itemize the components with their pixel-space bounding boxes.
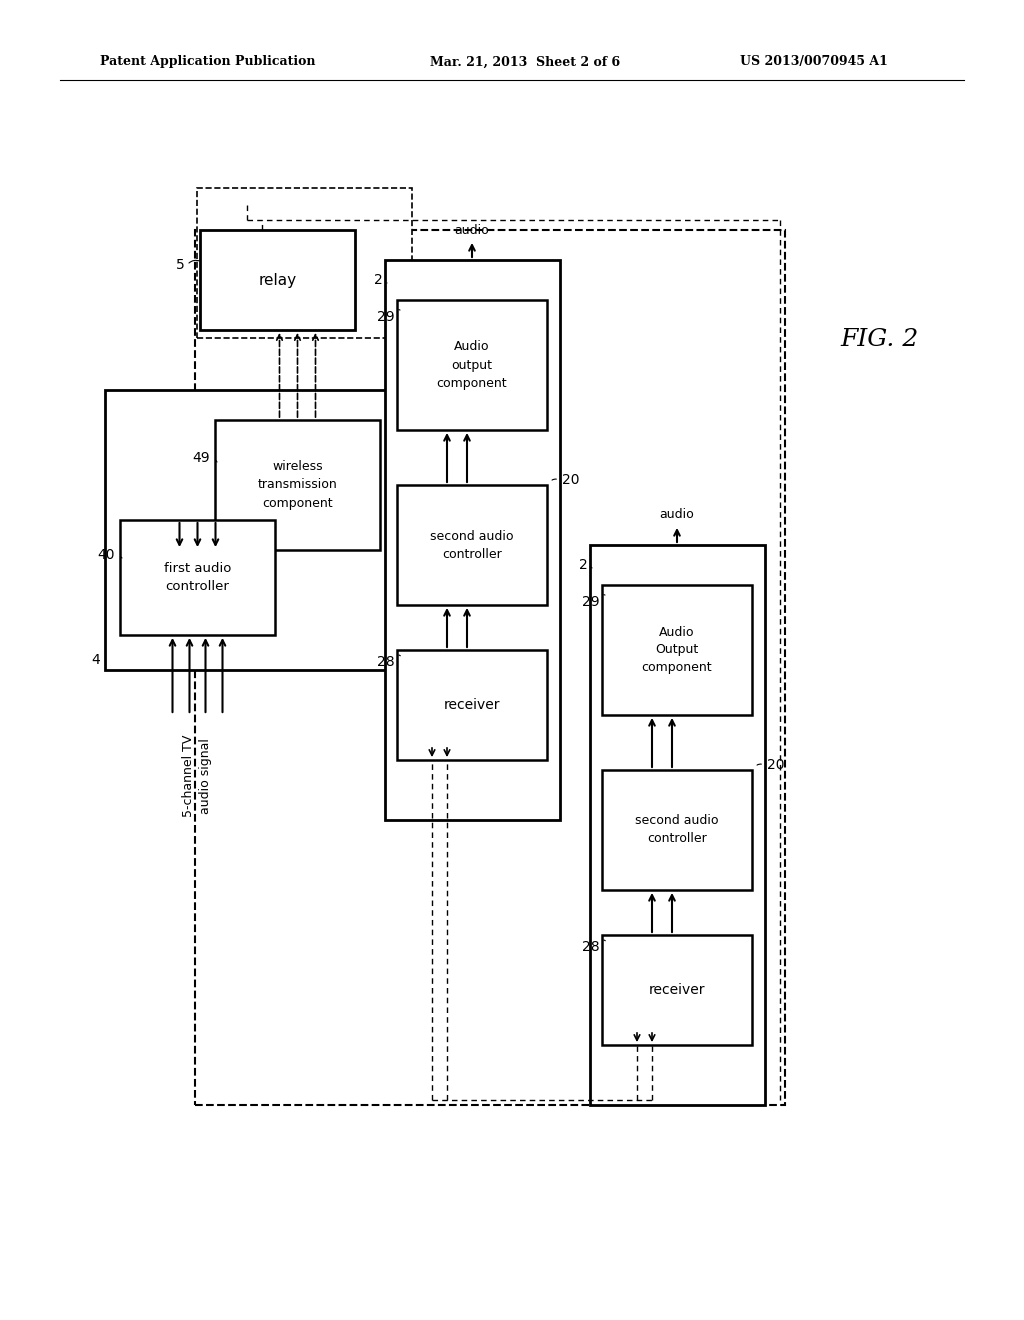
Text: 20: 20 — [767, 758, 784, 772]
Bar — [590, 545, 765, 1105]
Text: second audio
controller: second audio controller — [430, 529, 514, 561]
Text: FIG. 2: FIG. 2 — [841, 329, 920, 351]
Text: wireless
transmission
component: wireless transmission component — [258, 461, 337, 510]
Text: receiver: receiver — [649, 983, 706, 997]
Text: 28: 28 — [583, 940, 600, 954]
Text: 49: 49 — [193, 451, 210, 465]
Bar — [397, 649, 547, 760]
Text: 5: 5 — [176, 257, 185, 272]
Text: 20: 20 — [562, 473, 580, 487]
Text: 28: 28 — [378, 655, 395, 669]
Text: audio: audio — [455, 223, 489, 236]
Bar — [215, 420, 380, 550]
Text: Audio
output
component: Audio output component — [436, 341, 507, 389]
Text: 4: 4 — [91, 653, 100, 667]
Bar — [602, 935, 752, 1045]
Bar — [602, 585, 752, 715]
Text: second audio
controller: second audio controller — [635, 814, 719, 846]
Text: receiver: receiver — [443, 698, 501, 711]
Bar — [385, 260, 560, 820]
Text: Mar. 21, 2013  Sheet 2 of 6: Mar. 21, 2013 Sheet 2 of 6 — [430, 55, 621, 69]
Text: 40: 40 — [97, 548, 115, 562]
Bar — [397, 484, 547, 605]
Text: 5-channel TV
audio signal: 5-channel TV audio signal — [182, 735, 213, 817]
Text: 2: 2 — [374, 273, 383, 286]
Text: audio: audio — [659, 508, 694, 521]
Text: 29: 29 — [583, 595, 600, 609]
Bar — [105, 389, 406, 671]
Bar — [195, 230, 785, 1105]
Text: Audio
Output
component: Audio Output component — [642, 626, 713, 675]
Text: 29: 29 — [378, 310, 395, 323]
Bar — [197, 187, 412, 338]
Bar — [397, 300, 547, 430]
Bar — [200, 230, 355, 330]
Bar — [120, 520, 275, 635]
Text: US 2013/0070945 A1: US 2013/0070945 A1 — [740, 55, 888, 69]
Text: relay: relay — [258, 272, 297, 288]
Bar — [602, 770, 752, 890]
Text: Patent Application Publication: Patent Application Publication — [100, 55, 315, 69]
Text: first audio
controller: first audio controller — [164, 562, 231, 593]
Text: 2: 2 — [580, 558, 588, 572]
